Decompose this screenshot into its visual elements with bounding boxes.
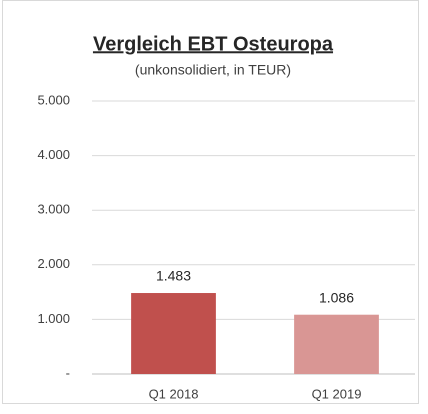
chart-title: Vergleich EBT Osteuropa [93, 33, 334, 55]
y-tick-label: 4.000 [37, 147, 70, 162]
y-tick-label: - [66, 365, 70, 380]
y-tick-label: 1.000 [37, 311, 70, 326]
y-tick-label: 5.000 [37, 92, 70, 107]
bar [131, 293, 216, 374]
x-tick-label: Q1 2018 [149, 386, 199, 401]
data-label: 1.483 [156, 268, 191, 284]
y-tick-label: 2.000 [37, 256, 70, 271]
data-label: 1.086 [319, 289, 354, 305]
chart-subtitle: (unkonsolidiert, in TEUR) [135, 62, 291, 78]
bar [294, 314, 379, 374]
y-tick-label: 3.000 [37, 202, 70, 217]
x-tick-label: Q1 2019 [312, 386, 362, 401]
